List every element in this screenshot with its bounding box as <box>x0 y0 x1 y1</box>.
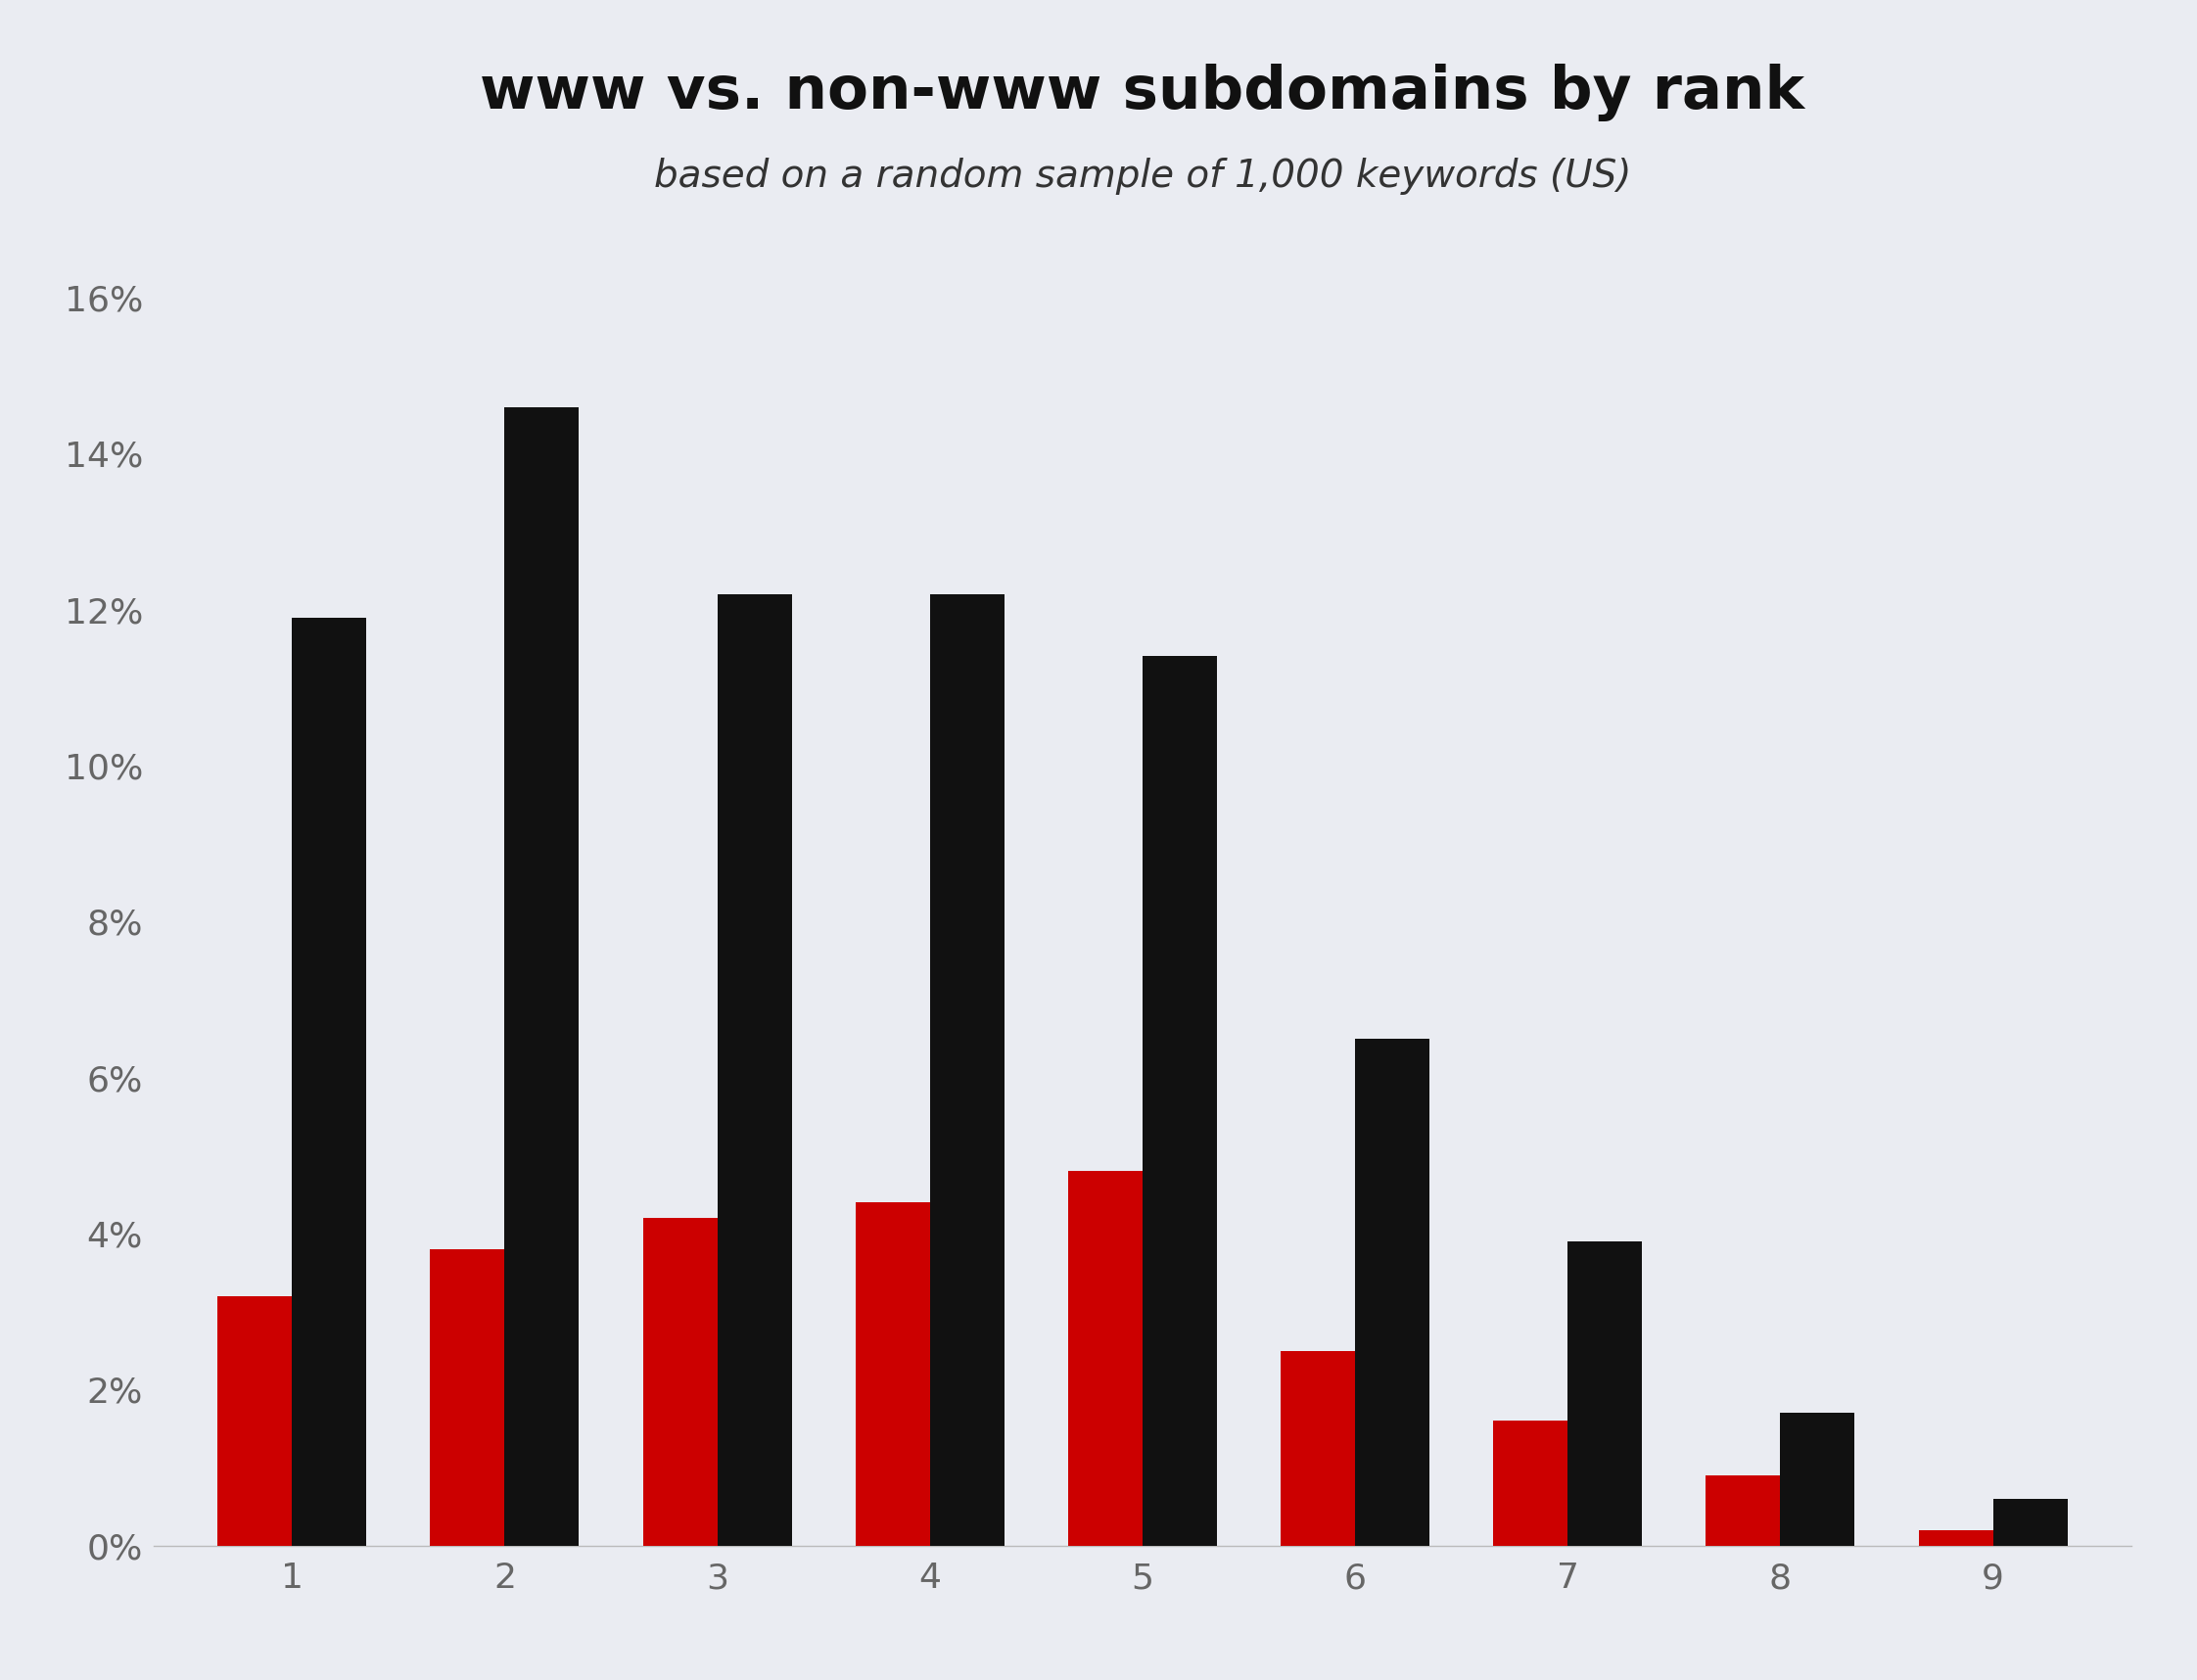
Text: www vs. non-www subdomains by rank: www vs. non-www subdomains by rank <box>481 64 1804 121</box>
Bar <box>431 1250 505 1546</box>
Bar <box>1705 1475 1780 1546</box>
Bar <box>1068 1171 1142 1546</box>
Bar <box>1494 1421 1569 1546</box>
Bar <box>1281 1351 1356 1546</box>
Bar <box>1142 657 1217 1546</box>
Bar <box>292 618 367 1546</box>
Bar <box>1780 1413 1854 1546</box>
Bar <box>644 1218 716 1546</box>
Bar <box>855 1203 929 1546</box>
Bar <box>1569 1242 1641 1546</box>
Bar <box>218 1295 292 1546</box>
Bar <box>505 407 580 1546</box>
Bar <box>716 595 791 1546</box>
Bar <box>1918 1530 1993 1546</box>
Bar <box>929 595 1004 1546</box>
Bar <box>1356 1038 1430 1546</box>
Text: based on a random sample of 1,000 keywords (US): based on a random sample of 1,000 keywor… <box>655 158 1630 195</box>
Bar <box>1993 1499 2067 1546</box>
